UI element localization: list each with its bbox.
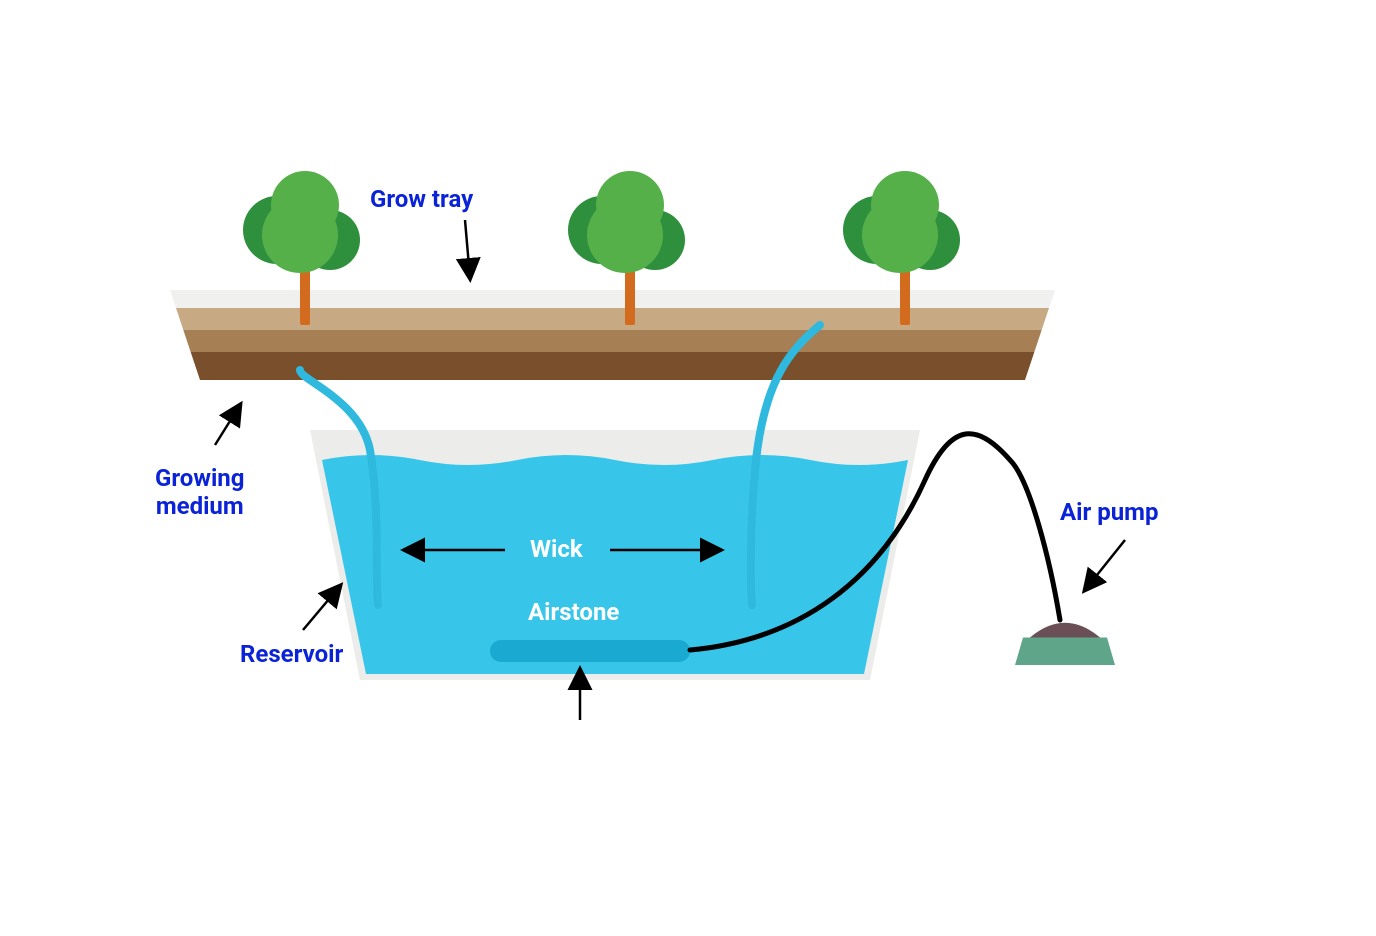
label-reservoir: Reservoir [240, 640, 343, 668]
label-growing-medium-line1: Growing [155, 464, 244, 492]
diagram-stage: Grow tray Growing medium Air pump Reserv… [0, 0, 1376, 936]
air-pump-shape [1015, 623, 1115, 665]
label-growing-medium-line2: medium [156, 492, 244, 520]
airstone-shape [490, 640, 690, 662]
label-wick: Wick [530, 535, 583, 563]
label-grow-tray: Grow tray [370, 185, 473, 213]
label-air-pump: Air pump [1060, 498, 1158, 526]
label-airstone: Airstone [528, 598, 619, 626]
label-growing-medium: Growing medium [155, 465, 244, 520]
